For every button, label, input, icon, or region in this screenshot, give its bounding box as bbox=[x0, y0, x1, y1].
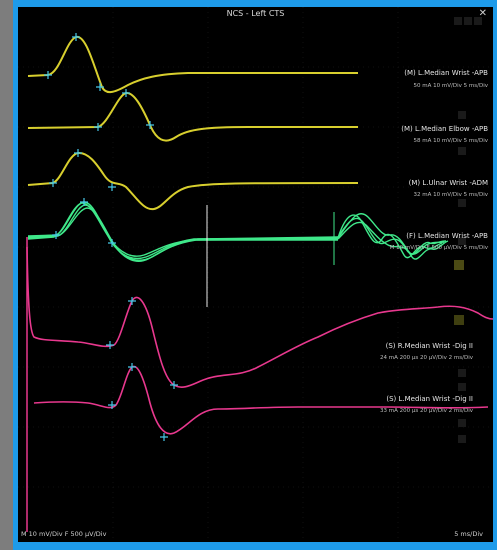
waveform-display[interactable]: NCS - Left CTS ✕ bbox=[18, 7, 493, 542]
latency-markers bbox=[44, 33, 178, 441]
trace-settings-5: 24 mA 200 µs 20 µV/Div 2 ms/Div bbox=[380, 355, 473, 361]
trace-median-elbow-apb bbox=[27, 92, 358, 142]
trace-label-6: (S) L.Median Wrist -Dig II bbox=[386, 395, 473, 403]
trace-median-wrist-apb bbox=[27, 35, 358, 93]
trace-label-2: (M) L.Median Elbow -APB bbox=[401, 125, 488, 133]
trace-settings-3: 32 mA 10 mV/Div 5 ms/Div bbox=[413, 192, 488, 198]
grid bbox=[18, 7, 493, 542]
trace-settings-6: 33 mA 200 µs 20 µV/Div 2 ms/Div bbox=[380, 408, 473, 414]
fwave-indicator bbox=[454, 260, 464, 270]
trace-settings-4: M 10 mV/Div F 500 µV/Div 5 ms/Div bbox=[389, 245, 488, 251]
waveform-canvas bbox=[18, 7, 493, 542]
trace-lmedian-sensory bbox=[33, 365, 489, 435]
status-indicators bbox=[454, 17, 482, 443]
trace-label-1: (M) L.Median Wrist -APB bbox=[404, 69, 488, 77]
trace-label-4: (F) L.Median Wrist -APB bbox=[406, 232, 488, 240]
sensory-indicator bbox=[454, 315, 464, 325]
trace-label-3: (M) L.Ulnar Wrist -ADM bbox=[408, 179, 488, 187]
trace-ulnar-wrist-adm bbox=[27, 151, 359, 211]
sweep-readout: 5 ms/Div bbox=[454, 530, 483, 538]
trace-rmedian-sensory bbox=[26, 246, 493, 388]
sensitivity-readout: M 10 mV/Div F 500 µV/Div bbox=[21, 530, 107, 538]
trace-settings-1: 50 mA 10 mV/Div 5 ms/Div bbox=[413, 83, 488, 89]
close-icon[interactable]: ✕ bbox=[478, 8, 487, 19]
trace-settings-2: 58 mA 10 mV/Div 5 ms/Div bbox=[413, 138, 488, 144]
trace-label-5: (S) R.Median Wrist -Dig II bbox=[385, 342, 473, 350]
trace-fwave-median bbox=[27, 201, 449, 263]
window-title: NCS - Left CTS bbox=[226, 9, 285, 18]
